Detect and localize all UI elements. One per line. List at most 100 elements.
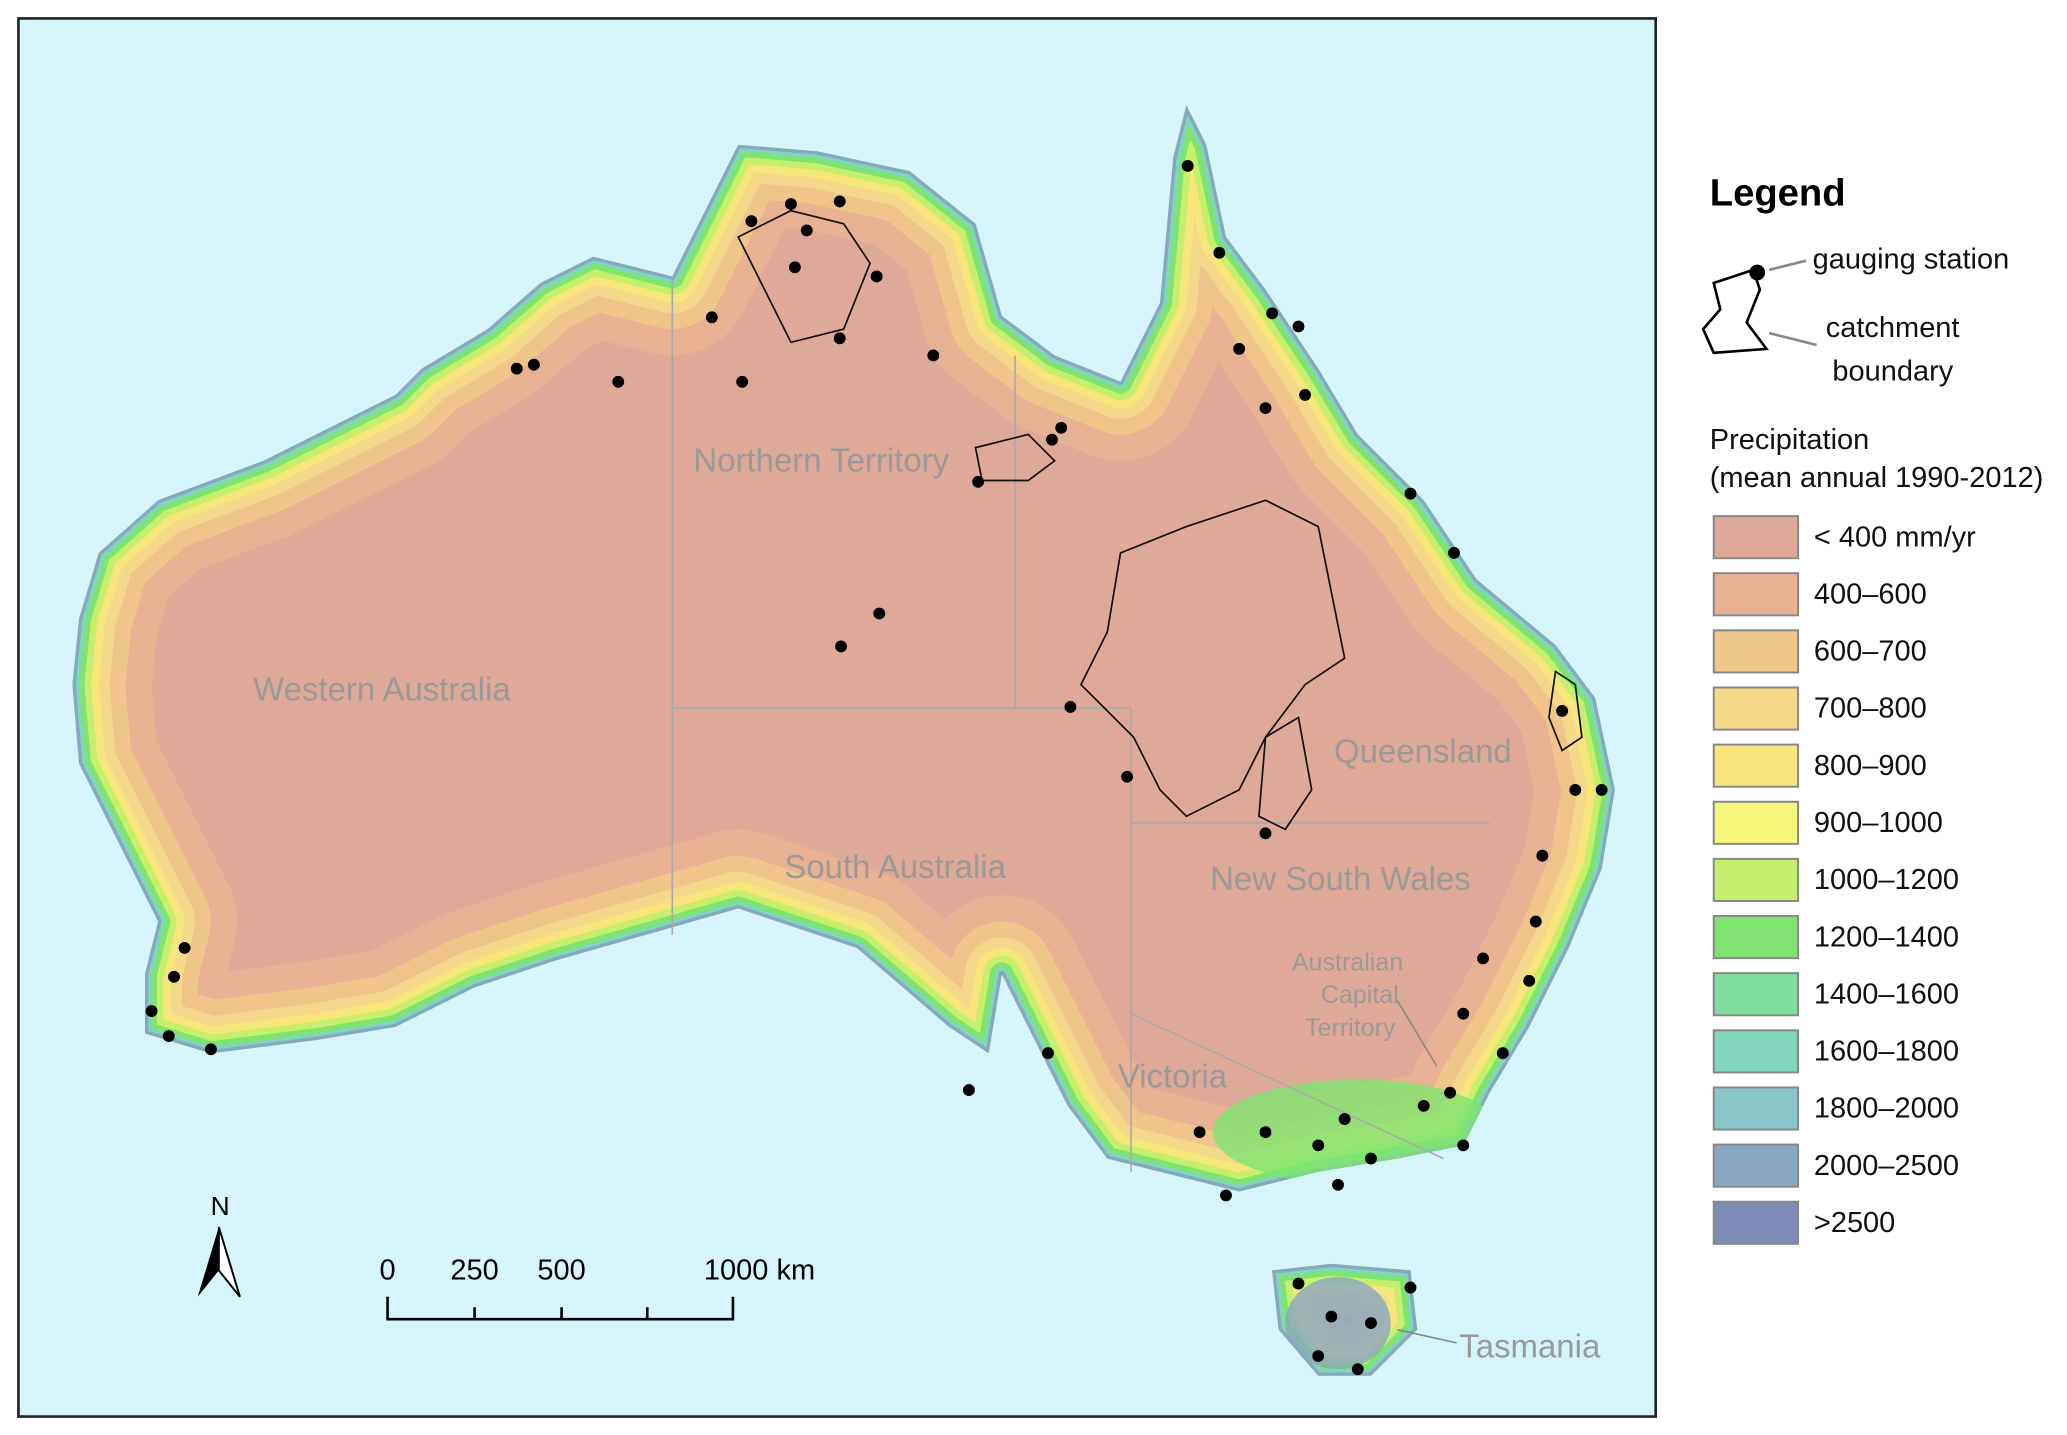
- legend-swatch: [1712, 515, 1800, 560]
- gauging-station: [1181, 159, 1194, 172]
- gauging-station: [1259, 827, 1272, 840]
- gauging-station: [1312, 1139, 1325, 1152]
- gauging-station: [510, 362, 523, 375]
- legend-swatch: [1712, 1143, 1800, 1188]
- scale-label: 500: [537, 1255, 585, 1287]
- legend-label: 2000–2500: [1814, 1150, 1959, 1182]
- gauging-station: [1569, 783, 1582, 796]
- gauging-station: [178, 941, 191, 954]
- gauging-station: [1351, 1363, 1364, 1376]
- legend-label: 1600–1800: [1814, 1036, 1959, 1068]
- gauging-station: [162, 1030, 175, 1043]
- gauging-station: [1477, 952, 1489, 965]
- legend-swatch: [1712, 1200, 1800, 1245]
- gauging-station: [1312, 1350, 1325, 1362]
- scale-bar: 0 250 500 1000 km: [379, 1255, 815, 1321]
- legend-swatch: [1712, 1029, 1800, 1074]
- gauging-station: [705, 311, 718, 324]
- gauging-station: [745, 215, 758, 228]
- legend-swatch: [1712, 800, 1800, 845]
- gauging-station: [1259, 402, 1272, 415]
- legend-title: Legend: [1710, 171, 1846, 214]
- gauging-station: [612, 375, 625, 388]
- legend-label: < 400 mm/yr: [1814, 521, 1976, 553]
- legend-label: 900–1000: [1814, 807, 1943, 839]
- gauging-station: [1417, 1099, 1430, 1112]
- gauging-station: [833, 332, 846, 345]
- gauging-station: [1233, 342, 1246, 355]
- state-label: Queensland: [1334, 732, 1512, 769]
- gauging-station: [927, 349, 940, 362]
- legend-label: 1400–1600: [1814, 978, 1959, 1010]
- gauging-station: [1404, 1281, 1417, 1294]
- gauging-station: [1292, 320, 1305, 333]
- gauging-station: [873, 607, 886, 620]
- gauging-station: [1064, 701, 1077, 713]
- gauging-station: [835, 640, 847, 653]
- legend-label: 800–900: [1814, 750, 1927, 782]
- gauging-station: [1325, 1310, 1338, 1323]
- legend-subtitle: Precipitation: [1710, 424, 1870, 456]
- legend-swatch: [1712, 915, 1800, 960]
- gauging-station: [1042, 1047, 1054, 1060]
- state-label: New South Wales: [1210, 860, 1471, 897]
- gauging-station: [1338, 1113, 1351, 1125]
- gauging-station: [800, 224, 813, 237]
- gauging-station: [1121, 770, 1134, 783]
- legend-label: 700–800: [1814, 693, 1927, 725]
- gauging-station: [1266, 307, 1279, 320]
- legend: Legend gauging station catchment boundar…: [1701, 171, 2043, 1245]
- legend-label: gauging station: [1813, 244, 2010, 276]
- state-label: Capital: [1321, 981, 1399, 1009]
- gauging-station: [1404, 487, 1417, 500]
- gauging-station: [1220, 1189, 1232, 1202]
- gauging-station: [736, 375, 749, 388]
- legend-label: 1000–1200: [1814, 864, 1959, 896]
- legend-swatch: [1712, 629, 1800, 674]
- gauging-station: [1536, 849, 1549, 862]
- gauging-station: [168, 970, 180, 983]
- gauging-station: [1595, 783, 1608, 796]
- state-label: Territory: [1305, 1014, 1396, 1042]
- legend-label: 1800–2000: [1814, 1093, 1959, 1125]
- legend-swatch: [1712, 686, 1800, 731]
- legend-swatch: [1712, 572, 1800, 617]
- gauging-station: [1529, 915, 1542, 928]
- legend-label: boundary: [1832, 355, 1953, 387]
- gauging-station: [833, 195, 846, 208]
- gauging-station: [1457, 1139, 1470, 1152]
- gauging-station: [204, 1043, 217, 1056]
- state-borders: [671, 276, 1490, 1344]
- legend-swatch: [1712, 972, 1800, 1017]
- gauging-station: [1365, 1152, 1377, 1165]
- gauging-station: [1556, 704, 1569, 717]
- gauging-station: [1523, 974, 1536, 987]
- north-arrow: N: [197, 1191, 241, 1298]
- state-label: Western Australia: [253, 670, 511, 707]
- legend-swatch: [1712, 743, 1800, 788]
- legend-swatch: [1712, 857, 1800, 903]
- gauging-station: [145, 1005, 158, 1018]
- gauging-station: [1055, 421, 1068, 434]
- legend-swatch: [1712, 1086, 1800, 1131]
- gauging-station: [1365, 1317, 1377, 1330]
- state-label: Victoria: [1118, 1057, 1228, 1094]
- legend-label: 1200–1400: [1814, 921, 1959, 953]
- gauging-station: [1332, 1178, 1344, 1191]
- gauging-station: [972, 475, 985, 488]
- gauging-station: [1299, 389, 1311, 401]
- scale-label: 250: [450, 1255, 498, 1287]
- north-label: N: [211, 1191, 230, 1221]
- gauging-station: [870, 270, 883, 283]
- state-label: South Australia: [784, 848, 1006, 885]
- gauging-station: [1448, 547, 1460, 559]
- catchments: [737, 209, 1583, 831]
- gauging-station: [785, 198, 797, 210]
- gauging-station: [788, 261, 801, 274]
- gauging-station: [1193, 1126, 1206, 1139]
- gauging-station: [1457, 1007, 1470, 1020]
- gauging-stations: [145, 159, 1608, 1376]
- state-label: Northern Territory: [693, 441, 949, 478]
